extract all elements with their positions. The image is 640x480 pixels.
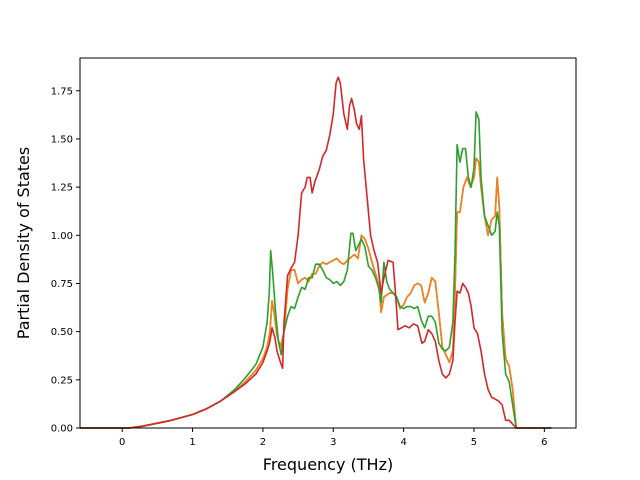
y-tick-label: 0.75: [51, 279, 73, 290]
x-tick-label: 5: [471, 437, 477, 448]
y-tick-label: 1.00: [51, 231, 73, 242]
x-tick-label: 1: [189, 437, 195, 448]
x-axis-title: Frequency (THz): [263, 455, 393, 474]
y-tick-label: 1.50: [51, 134, 73, 145]
x-tick-label: 6: [541, 437, 547, 448]
x-tick-label: 2: [260, 437, 266, 448]
y-tick-label: 0.00: [51, 424, 73, 435]
y-tick-label: 0.50: [51, 327, 73, 338]
series-layer: [80, 76, 552, 429]
y-axis-title: Partial Density of States: [14, 147, 33, 339]
plot-frame: [79, 57, 577, 429]
y-axis: 0.00 0.25 0.50 0.75 1.00 1.25 1.50 1.75: [51, 86, 80, 435]
y-tick-label: 1.75: [51, 86, 73, 97]
x-tick-label: 4: [400, 437, 406, 448]
y-tick-label: 1.25: [51, 183, 73, 194]
y-tick-label: 0.25: [51, 375, 73, 386]
series-line-2: [80, 157, 552, 429]
x-tick-label: 3: [330, 437, 336, 448]
series-line-3: [80, 111, 552, 429]
x-tick-label: 0: [119, 437, 125, 448]
x-axis: 0 1 2 3 4 5 6: [119, 428, 548, 448]
series-line-4: [80, 76, 552, 429]
